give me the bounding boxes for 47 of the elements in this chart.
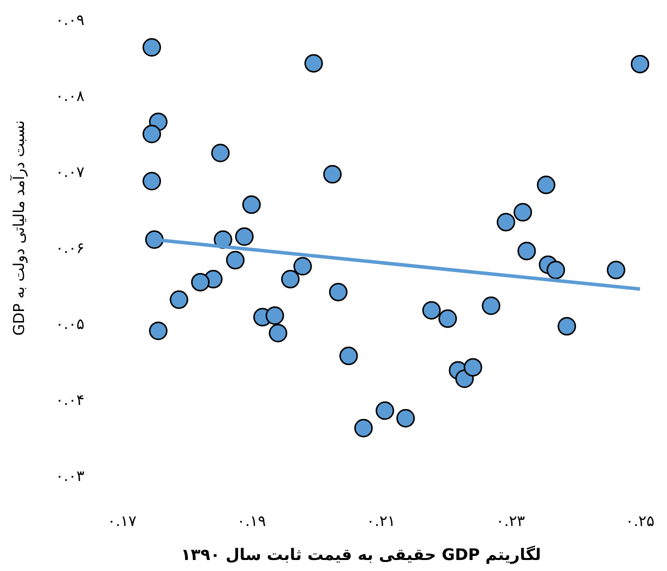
point xyxy=(422,301,441,320)
point xyxy=(323,165,342,184)
y-tick-label: ۰.۰۷ xyxy=(56,163,84,181)
point xyxy=(293,256,312,276)
point xyxy=(235,227,254,246)
y-axis-title: نسبت درآمد مالیاتی دولت به GDP xyxy=(9,120,28,336)
y-tick-label: ۰.۰۳ xyxy=(56,467,84,485)
x-axis-title: لگاریتم GDP حقیقی به قیمت ثابت سال ۱۳۹۰ xyxy=(180,545,542,564)
point xyxy=(396,408,415,428)
point xyxy=(281,270,300,288)
x-tick-label: ۰.۱۹ xyxy=(237,512,266,530)
x-tick-label: ۰.۱۷ xyxy=(108,512,136,530)
point xyxy=(464,358,482,377)
point xyxy=(266,306,284,325)
y-tick-label: ۰.۰۶ xyxy=(56,239,84,257)
point xyxy=(517,242,536,260)
point xyxy=(354,418,373,438)
point xyxy=(546,260,566,280)
point xyxy=(211,144,230,162)
point xyxy=(142,38,162,57)
y-tick-label: ۰.۰۴ xyxy=(56,391,84,409)
point xyxy=(226,250,245,270)
point xyxy=(514,203,532,222)
point xyxy=(170,290,188,309)
point xyxy=(142,124,162,144)
point xyxy=(339,346,358,366)
point xyxy=(329,282,348,302)
point xyxy=(536,176,556,194)
point xyxy=(438,309,457,328)
point xyxy=(242,195,261,214)
point xyxy=(142,172,162,190)
point xyxy=(482,296,500,316)
y-tick-label: ۰.۰۸ xyxy=(56,87,84,105)
x-tick-label: ۰.۲۱ xyxy=(366,512,396,530)
point xyxy=(376,401,394,420)
point xyxy=(149,322,168,340)
point xyxy=(268,324,288,342)
point xyxy=(496,212,516,232)
point xyxy=(304,54,323,73)
x-tick-label: ۰.۲۳ xyxy=(496,512,525,530)
point xyxy=(630,54,650,74)
point xyxy=(606,260,626,280)
y-tick-label: ۰.۰۵ xyxy=(56,315,84,333)
y-tick-label: ۰.۰۹ xyxy=(56,11,84,29)
x-tick-label: ۰.۲۵ xyxy=(626,512,654,530)
point xyxy=(191,272,210,292)
point xyxy=(558,317,576,336)
